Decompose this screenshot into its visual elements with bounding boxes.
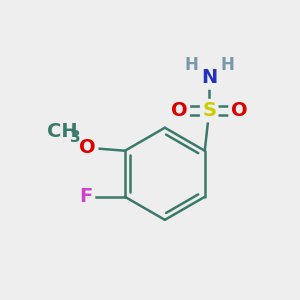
Text: O: O	[231, 101, 247, 120]
Text: O: O	[80, 138, 96, 157]
Text: H: H	[220, 56, 234, 74]
Text: N: N	[201, 68, 217, 87]
Text: F: F	[80, 187, 93, 206]
Text: O: O	[171, 101, 188, 120]
Text: S: S	[202, 101, 216, 120]
Text: H: H	[184, 56, 198, 74]
Text: CH: CH	[47, 122, 78, 141]
Text: 3: 3	[70, 130, 80, 146]
